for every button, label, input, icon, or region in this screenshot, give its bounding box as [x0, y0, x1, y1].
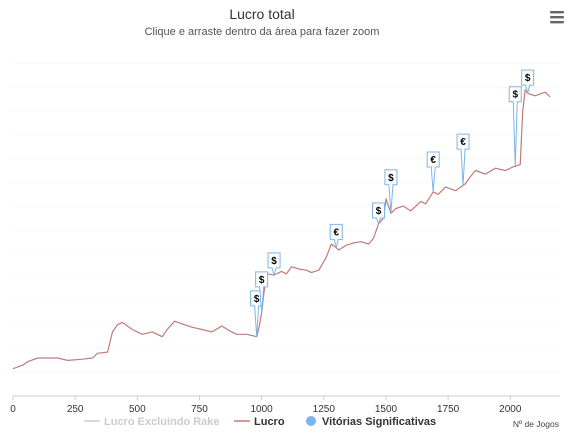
flag-marker[interactable]: $ — [508, 86, 522, 167]
x-tick-label: 250 — [67, 404, 84, 415]
flag-marker[interactable]: € — [426, 151, 440, 192]
menu-icon — [550, 11, 564, 24]
chart-title: Lucro total — [229, 6, 294, 22]
flag-box — [267, 252, 281, 277]
x-tick-label: 1750 — [437, 404, 460, 415]
flag-marker[interactable]: € — [329, 223, 343, 248]
flag-box — [384, 169, 398, 214]
flag-box — [521, 69, 535, 94]
flag-label: € — [430, 155, 436, 166]
flag-box — [255, 271, 269, 313]
grid — [13, 63, 560, 373]
x-tick-label: 1000 — [251, 404, 274, 415]
flag-marker[interactable]: $ — [521, 69, 535, 94]
flag-label: $ — [512, 90, 518, 101]
series-lucro — [12, 89, 551, 370]
legend-marker-vitorias — [306, 416, 316, 426]
flag-marker[interactable]: $ — [267, 252, 281, 277]
flag-box — [329, 223, 343, 248]
flag-box — [456, 133, 470, 186]
flag-label: € — [460, 137, 466, 148]
legend-item-lucro[interactable]: Lucro — [234, 416, 285, 428]
x-tick-label: 2000 — [499, 404, 522, 415]
flags: $ $ $ € $ $ € € $ $ — [250, 69, 535, 337]
flag-marker[interactable]: $ — [255, 271, 269, 313]
flag-box — [508, 86, 522, 167]
legend-item-lucro-excluindo-rake[interactable]: Lucro Excluindo Rake — [84, 416, 220, 428]
flag-label: $ — [376, 206, 382, 217]
flag-label: $ — [254, 294, 260, 305]
legend-item-vitorias-significativas[interactable]: Vitórias Significativas — [306, 416, 436, 428]
legend: Lucro Excluindo Rake Lucro Vitórias Sign… — [84, 416, 436, 428]
flag-label: € — [333, 227, 339, 238]
flag-label: $ — [259, 275, 265, 286]
flag-marker[interactable]: $ — [371, 202, 385, 226]
flag-label: $ — [525, 73, 531, 84]
chart-subtitle: Clique e arraste dentro da área para faz… — [145, 26, 380, 38]
flag-box — [371, 202, 385, 226]
x-tick-label: 750 — [191, 404, 208, 415]
x-tick-label: 0 — [10, 404, 16, 415]
x-axis-ticks: 0 250 500 750 1000 1250 1500 1750 2000 — [10, 396, 522, 415]
legend-label-vitorias: Vitórias Significativas — [322, 416, 436, 428]
flag-marker[interactable]: $ — [384, 169, 398, 214]
flag-label: $ — [271, 256, 277, 267]
legend-label-lucro-excluindo-rake: Lucro Excluindo Rake — [104, 416, 220, 428]
x-tick-label: 1250 — [313, 404, 336, 415]
flag-box — [426, 151, 440, 192]
flag-label: $ — [388, 173, 394, 184]
x-tick-label: 500 — [129, 404, 146, 415]
x-axis-title: Nº de Jogos — [513, 419, 559, 429]
legend-label-lucro: Lucro — [254, 416, 285, 428]
x-tick-label: 1500 — [375, 404, 398, 415]
flag-marker[interactable]: € — [456, 133, 470, 186]
chart-menu-button[interactable] — [545, 8, 567, 28]
series-line-lucro[interactable] — [12, 89, 551, 370]
